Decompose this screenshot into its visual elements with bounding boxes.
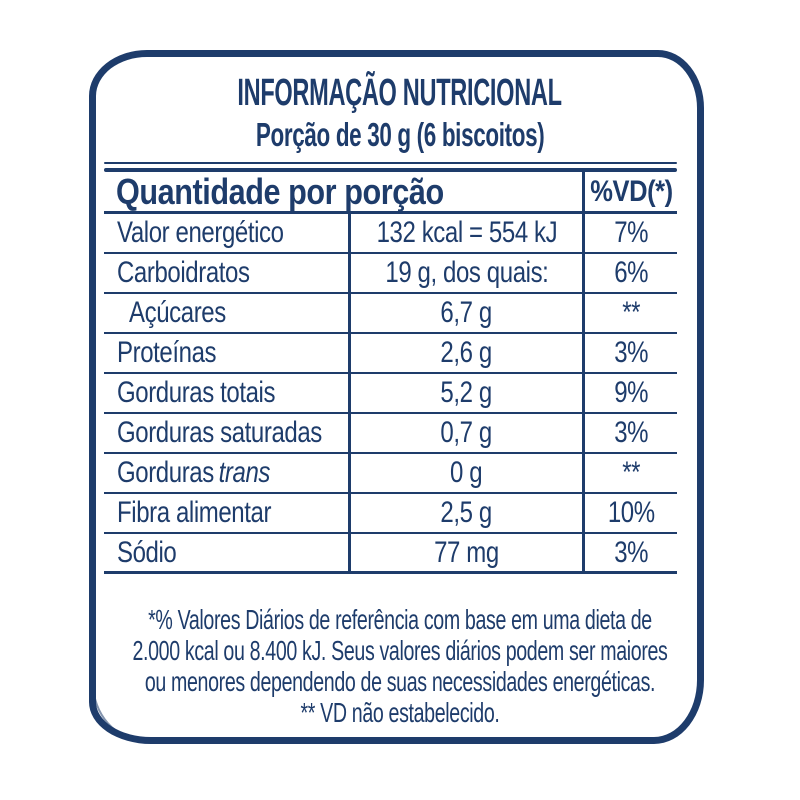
nutrient-label: Gorduras trans (117, 456, 271, 489)
nutrient-amount: 2,5 g (348, 494, 582, 532)
table-row: Gorduras totais 5,2 g 9% (104, 374, 677, 414)
nutrient-dv: 3% (582, 414, 677, 452)
nutrient-amount: 132 kcal = 554 kJ (348, 214, 582, 252)
table-top-rule-thick (104, 168, 677, 172)
nutrient-label: Valor energético (117, 216, 284, 249)
nutrient-dv: 6% (582, 254, 677, 292)
footnote-line-2: 2.000 kcal ou 8.400 kJ. Seus valores diá… (132, 635, 668, 666)
table-top-rule-thin (104, 162, 677, 164)
nutrient-label: Gorduras saturadas (117, 416, 322, 449)
nutrient-dv: ** (582, 454, 677, 492)
label-border (89, 50, 704, 744)
footnote-line-3: ou menores dependendo de suas necessidad… (144, 666, 656, 697)
nutrient-label: Fibra alimentar (117, 496, 272, 529)
nutrient-dv: ** (582, 294, 677, 332)
table-row: Valor energético 132 kcal = 554 kJ 7% (104, 214, 677, 254)
table-row: Carboidratos 19 g, dos quais: 6% (104, 254, 677, 294)
nutrient-dv: 3% (582, 334, 677, 372)
table-header-row: Quantidade por porção %VD(*) (104, 170, 677, 214)
nutrient-label: Carboidratos (117, 256, 250, 289)
nutrient-amount: 0 g (348, 454, 582, 492)
nutrient-amount: 5,2 g (348, 374, 582, 412)
nutrition-table: Quantidade por porção %VD(*) Valor energ… (104, 162, 677, 574)
nutrient-label: Gorduras totais (117, 376, 276, 409)
label-title: INFORMAÇÃO NUTRICIONAL (0, 72, 800, 115)
footnote-line-4: ** VD não estabelecido. (300, 697, 500, 728)
nutrient-amount: 2,6 g (348, 334, 582, 372)
nutrient-amount: 6,7 g (348, 294, 582, 332)
serving-size-text: Porção de 30 g (6 biscoitos) (255, 116, 545, 153)
footnote: *% Valores Diários de referência com bas… (113, 604, 687, 728)
table-row: Proteínas 2,6 g 3% (104, 334, 677, 374)
table-row: Gorduras trans 0 g ** (104, 454, 677, 494)
label-title-text: INFORMAÇÃO NUTRICIONAL (237, 72, 563, 114)
table-row: Sódio 77 mg 3% (104, 534, 677, 574)
nutrient-dv: 9% (582, 374, 677, 412)
daily-value-header: %VD(*) (582, 172, 677, 211)
table-row: Açúcares 6,7 g ** (104, 294, 677, 334)
nutrient-dv: 10% (582, 494, 677, 532)
nutrient-amount: 19 g, dos quais: (348, 254, 582, 292)
nutrient-dv: 7% (582, 214, 677, 252)
serving-size: Porção de 30 g (6 biscoitos) (0, 116, 800, 154)
nutrient-label: Sódio (117, 535, 177, 569)
nutrient-label: Proteínas (117, 336, 217, 369)
table-row: Fibra alimentar 2,5 g 10% (104, 494, 677, 534)
table-row: Gorduras saturadas 0,7 g 3% (104, 414, 677, 454)
nutrient-amount: 0,7 g (348, 414, 582, 452)
footnote-line-1: *% Valores Diários de referência com bas… (148, 604, 652, 635)
quantity-per-serving-header: Quantidade por porção (116, 170, 444, 212)
nutrient-dv: 3% (582, 534, 677, 571)
nutrient-amount: 77 mg (348, 534, 582, 571)
nutrient-label: Açúcares (129, 296, 226, 329)
